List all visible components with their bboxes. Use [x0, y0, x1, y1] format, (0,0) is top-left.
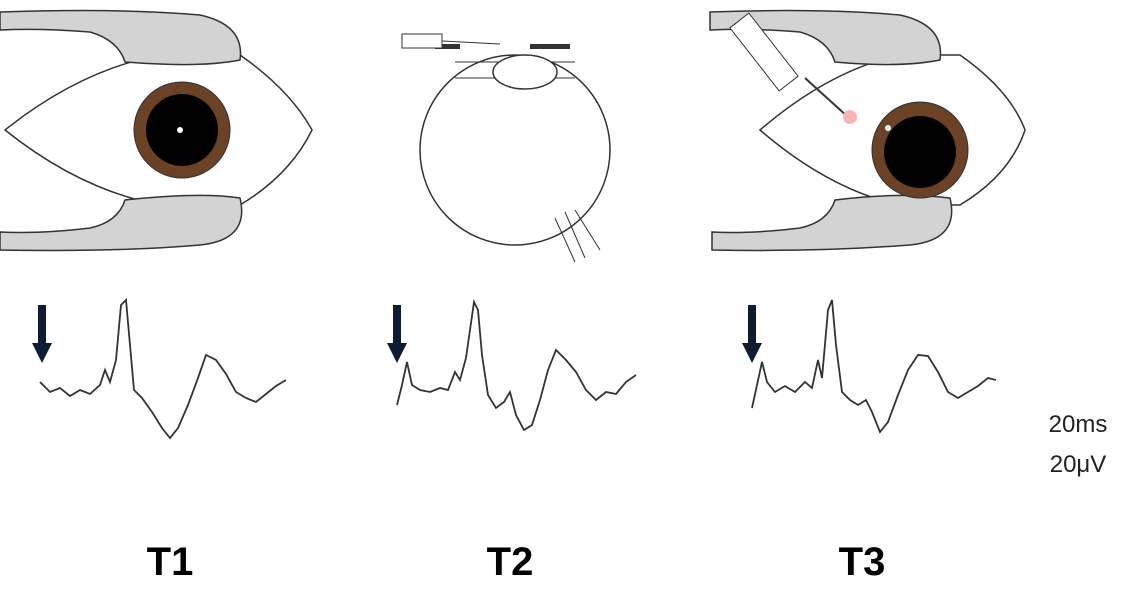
time-scale: 20ms	[1049, 411, 1108, 438]
stimulus-arrows	[32, 305, 762, 363]
voltage-scale: 20μV	[1050, 451, 1107, 478]
panel-label: T3	[839, 540, 886, 584]
panel-label: T1	[147, 540, 194, 584]
grid	[40, 265, 992, 505]
figure: T1 T2 T3 20ms 20μV	[0, 0, 1133, 584]
waveforms	[40, 300, 996, 438]
eye-front	[0, 11, 312, 251]
eye-injection	[710, 11, 1025, 251]
eye-section	[402, 34, 610, 262]
panel-label: T2	[487, 540, 534, 584]
